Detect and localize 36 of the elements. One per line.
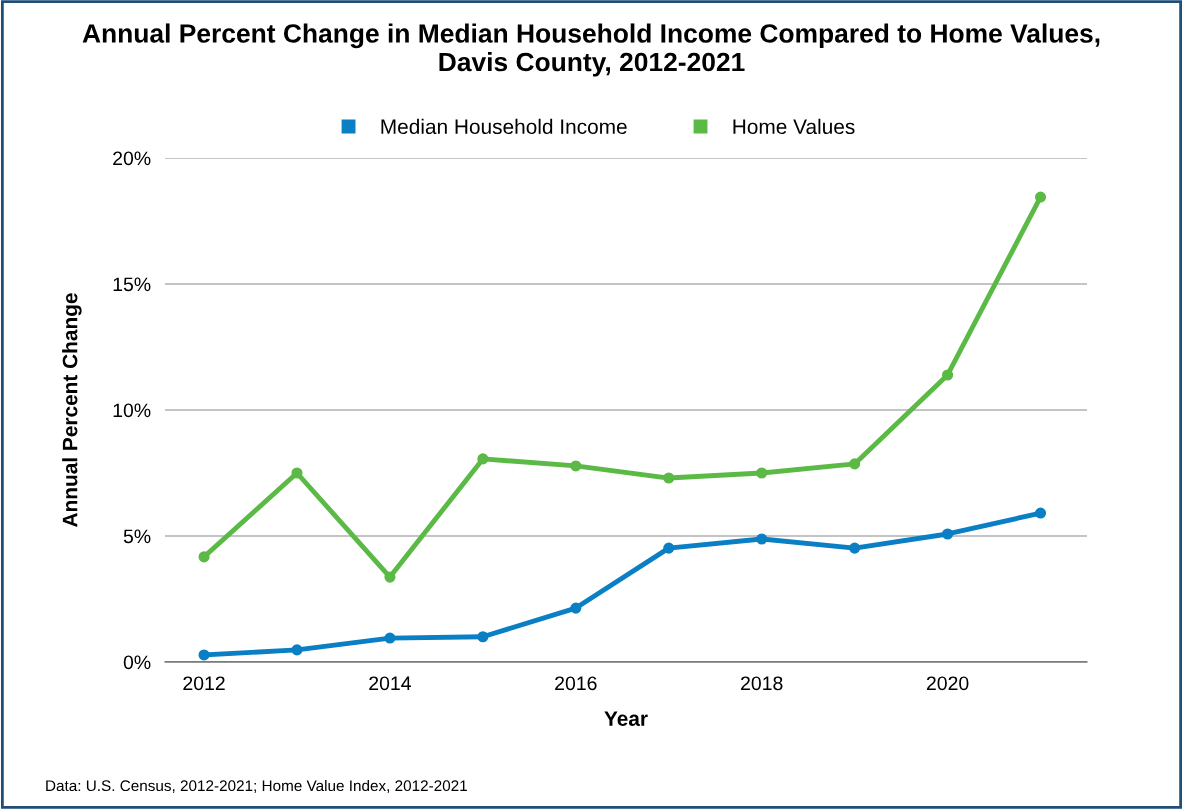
point <box>291 644 303 656</box>
y-tick-label: 20% <box>113 151 151 166</box>
text: Data: U.S. Census, 2012-2021; Home Value Index, 2012-2021 <box>46 779 467 793</box>
legend-label: Median Household Income <box>381 118 627 135</box>
point <box>663 472 675 484</box>
point <box>1034 191 1047 203</box>
y-tick-label: 10% <box>113 403 151 418</box>
point <box>384 571 396 583</box>
point <box>942 528 954 540</box>
point <box>477 453 489 465</box>
chart-title: Annual Percent Change in Median Household Income Compared to Home Values, Davis County, 2012-2021 <box>82 23 1100 77</box>
point <box>198 649 210 661</box>
point <box>849 458 861 470</box>
x-tick-label: 2014 <box>369 676 411 691</box>
x-tick-label: 2012 <box>183 676 225 691</box>
y-tick-label: 0% <box>123 655 151 670</box>
x-tick-label: 2018 <box>741 676 783 691</box>
legend-label: Home Values <box>733 118 855 135</box>
x-axis-title: Year <box>604 711 648 726</box>
point <box>291 467 303 479</box>
point <box>570 602 582 614</box>
point <box>570 460 582 472</box>
x-tick-label: 2016 <box>555 676 597 691</box>
point <box>663 542 675 554</box>
point <box>942 369 954 381</box>
point <box>756 467 768 479</box>
point <box>849 542 861 554</box>
y-axis-title: Annual Percent Change <box>62 293 82 527</box>
y-tick-label: 15% <box>113 277 151 292</box>
point <box>198 551 210 563</box>
y-tick-label: 5% <box>123 529 151 544</box>
point <box>384 632 396 644</box>
x-tick-label: 2020 <box>926 676 969 691</box>
point <box>756 533 768 545</box>
point <box>1034 507 1047 519</box>
point <box>477 631 489 643</box>
